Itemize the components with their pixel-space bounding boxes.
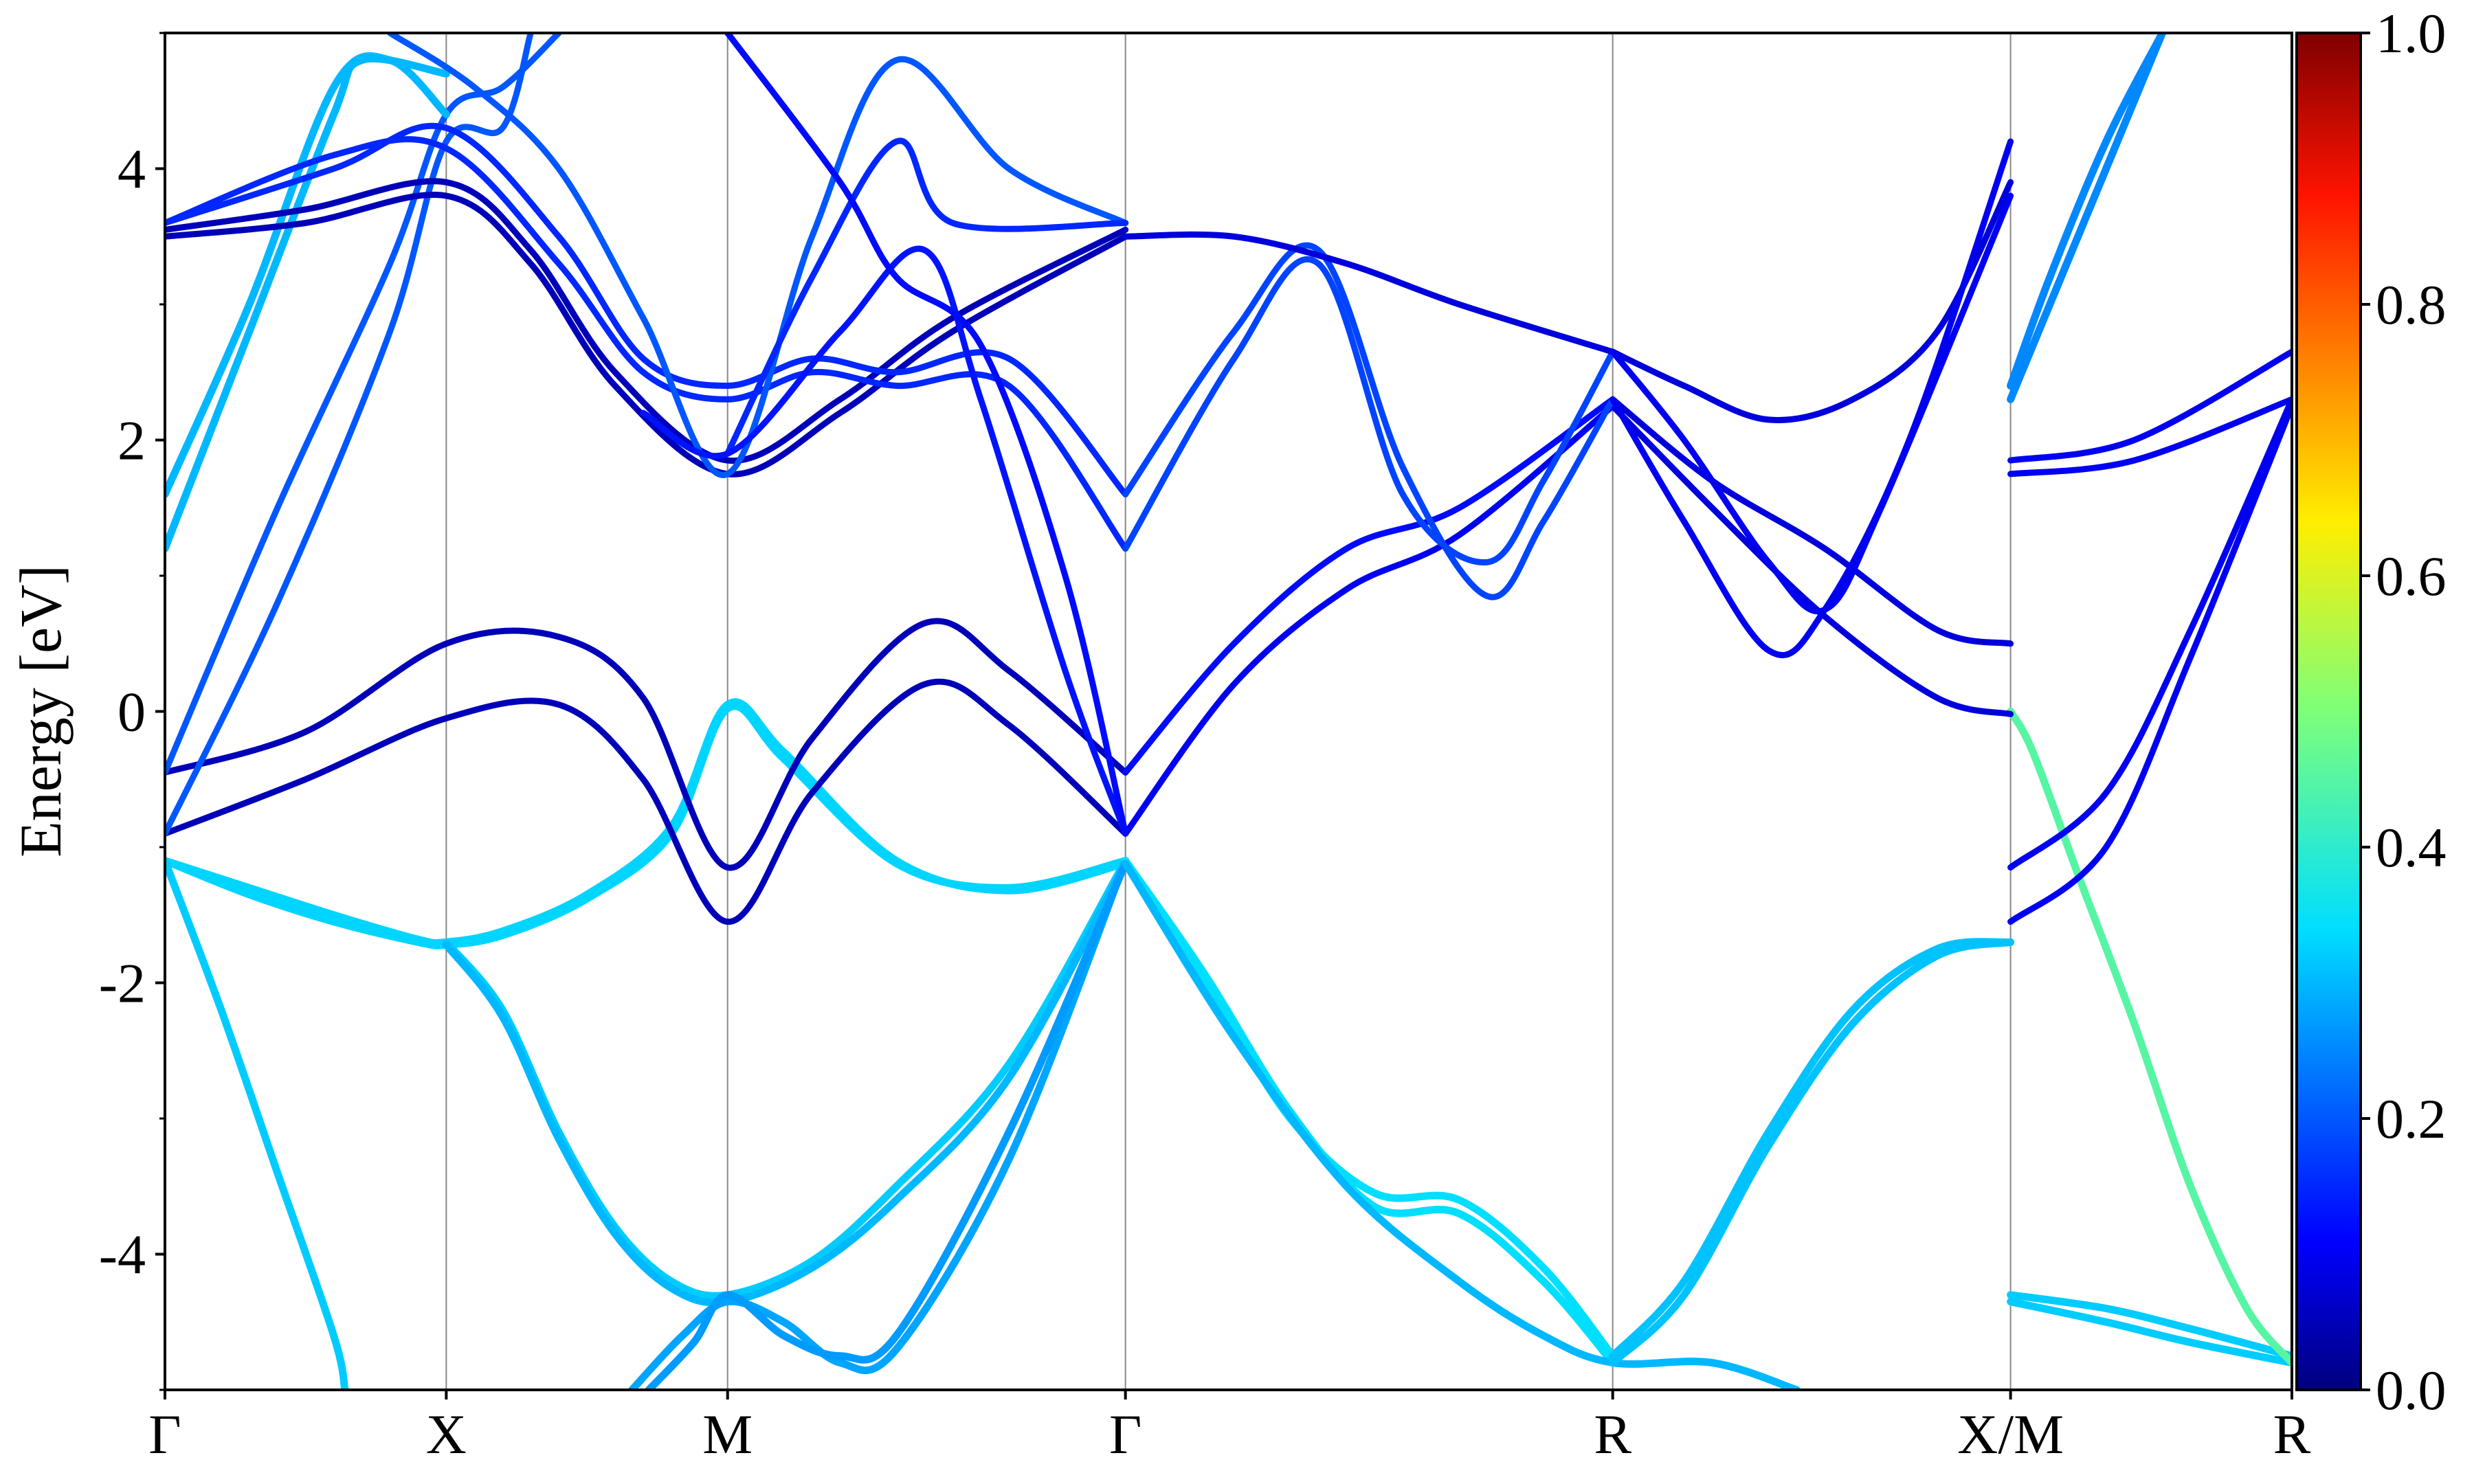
band-line-25 [165,52,450,498]
colorbar [2295,32,2362,1391]
y-tick-label: 0 [118,681,146,743]
y-tick-label: -2 [99,952,146,1015]
band-line-18 [1122,403,1616,837]
band-line-38 [1609,179,2014,423]
band-line-32 [724,137,1129,457]
band-line-5 [628,857,1130,1390]
band-line-24 [165,33,534,837]
x-tick-label: R [2273,1403,2311,1465]
y-axis-title: Energy [eV] [8,565,74,857]
x-axis: Γ X M Γ R X/M R [148,1390,2311,1465]
band-line-43 [2007,348,2292,464]
y-tick-label: 2 [118,409,146,472]
band-line-27 [165,178,1129,464]
band-line-21 [2007,396,2292,871]
band-line-0 [165,698,1130,947]
x-tick-label: Γ [148,1403,181,1465]
band-line-37 [1122,231,1616,355]
band-line-29 [165,122,1129,497]
y-tick-label: 4 [118,138,146,201]
band-line-9 [1122,859,1801,1390]
band-line-33 [640,245,1129,837]
colorbar-tick-label: 0.4 [2376,816,2447,879]
band-line-12 [2007,1291,2292,1360]
band-line-10 [1609,938,2015,1367]
y-tick-label: -4 [99,1224,146,1286]
band-line-40 [1609,138,2014,659]
band-line-17 [1122,396,1616,776]
band-line-20 [1609,403,2014,717]
band-line-3 [442,857,1130,1300]
colorbar-tick-label: 0.0 [2376,1359,2447,1421]
band-line-6 [645,859,1130,1390]
band-line-19 [1609,396,2014,647]
band-line-22 [2007,403,2292,925]
band-line-34 [724,33,1129,837]
x-tick-label: X/M [1957,1403,2064,1465]
band-line-31 [387,33,1129,478]
x-tick-label: R [1594,1403,1631,1465]
band-line-30 [165,136,1129,552]
colorbar-tick-label: 0.2 [2376,1088,2447,1150]
x-tick-label: Γ [1109,1403,1141,1465]
band-line-8 [1122,857,1617,1367]
energy-bands [165,33,2292,1390]
band-line-1 [165,702,1130,949]
x-tick-label: X [426,1403,467,1465]
band-line-13 [2007,1298,2292,1367]
colorbar-tick-label: 1.0 [2376,2,2447,65]
colorbar-tick-label: 0.8 [2376,273,2447,336]
band-line-44 [2007,396,2292,477]
band-line-28 [165,191,1129,477]
x-tick-label: M [702,1403,753,1465]
band-line-16 [165,678,1129,925]
band-line-39 [1609,192,2014,615]
band-line-14 [2007,708,2292,1367]
colorbar-axis: 0.0 0.2 0.4 0.6 0.8 1.0 [2361,2,2447,1421]
band-line-23 [165,33,562,776]
band-line-41 [2007,33,2166,390]
colorbar-tick-label: 0.6 [2376,545,2447,607]
band-line-4 [442,859,1130,1307]
band-line-35 [1122,242,1616,600]
y-axis: -4 -2 0 2 4 [99,32,165,1391]
band-line-42 [2007,33,2166,403]
band-line-15 [165,618,1129,871]
band-line-11 [1609,938,2015,1360]
band-line-36 [1122,256,1616,565]
band-line-2 [165,857,349,1390]
